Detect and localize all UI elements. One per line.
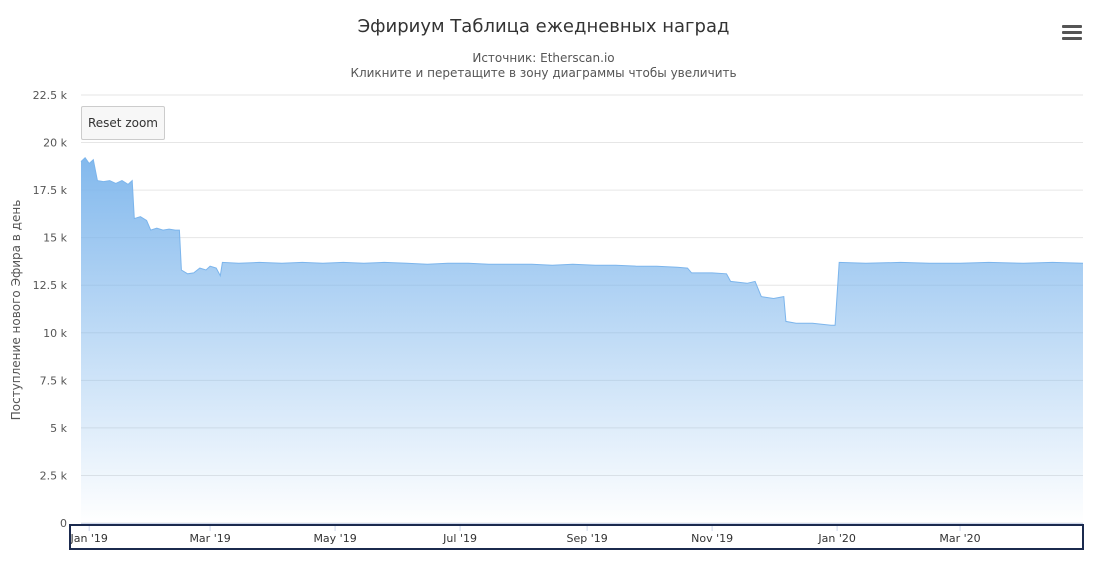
series-line <box>80 157 1084 326</box>
y-tick-label: 7.5 k <box>40 374 68 387</box>
chart-title: Эфириум Таблица ежедневных наград <box>357 16 730 37</box>
y-tick-label: 2.5 k <box>40 469 68 482</box>
y-tick-label: 12.5 k <box>33 279 68 292</box>
reset-zoom-button[interactable]: Reset zoom <box>81 106 165 140</box>
y-tick-label: 17.5 k <box>33 184 68 197</box>
x-tick-label: Sep '19 <box>566 532 607 545</box>
y-tick-label: 22.5 k <box>33 89 68 102</box>
x-axis: Jan '19 Mar '19 May '19 Jul '19 Sep '19 Nov '… <box>69 523 1083 545</box>
chart-source: Источник: Etherscan.io <box>472 51 615 65</box>
x-tick-label: Jul '19 <box>442 532 477 545</box>
y-axis-label: Поступление нового Эфира в день <box>9 200 23 421</box>
x-tick-label: Mar '20 <box>939 532 980 545</box>
y-axis: 0 2.5 k 5 k 7.5 k 10 k 12.5 k 15 k 17.5 k 20 k 22… <box>33 89 68 530</box>
series-area <box>80 157 1084 524</box>
x-tick-label: Mar '19 <box>189 532 230 545</box>
y-tick-label: 15 k <box>43 232 67 245</box>
chart-zoom-hint: Кликните и перетащите в зону диаграммы ч… <box>350 66 737 80</box>
navigator-frame[interactable] <box>69 524 1084 550</box>
hamburger-menu-icon[interactable] <box>1060 22 1084 42</box>
x-tick-label: Nov '19 <box>691 532 733 545</box>
series-area-fill <box>81 157 1083 524</box>
y-tick-label: 5 k <box>50 422 67 435</box>
y-tick-label: 20 k <box>43 137 67 150</box>
y-tick-label: 0 <box>60 517 67 530</box>
x-tick-label: Jan '20 <box>817 532 855 545</box>
y-tick-label: 10 k <box>43 327 67 340</box>
x-tick-label: Jan '19 <box>69 532 107 545</box>
x-tick-label: May '19 <box>313 532 356 545</box>
